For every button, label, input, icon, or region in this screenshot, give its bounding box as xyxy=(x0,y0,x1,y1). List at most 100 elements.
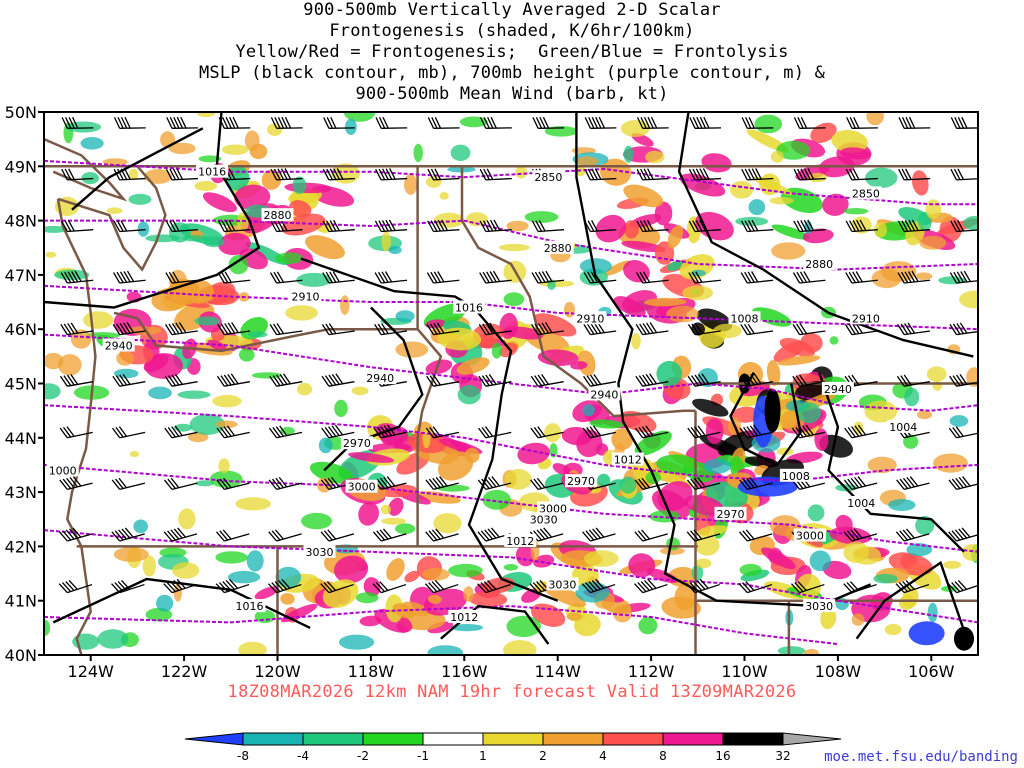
height-label-bg xyxy=(849,186,882,200)
lon-label: 116W xyxy=(441,662,488,681)
pressure-label-bg xyxy=(233,599,266,613)
wind-barb xyxy=(581,578,616,594)
shading-cell xyxy=(296,382,313,396)
shading-cell xyxy=(701,153,732,173)
height-contour xyxy=(44,605,839,646)
colorbar-swatch xyxy=(602,732,664,746)
shading-cell xyxy=(754,114,783,134)
shading-cell xyxy=(631,333,641,350)
wind-barb xyxy=(479,270,512,284)
shading-cell xyxy=(604,260,631,276)
shading-cell xyxy=(44,383,61,400)
height-contour xyxy=(44,159,978,206)
pressure-label: 1004 xyxy=(847,497,875,510)
shading-cell xyxy=(238,641,267,655)
shading-cell xyxy=(44,225,68,233)
colorbar-label: -4 xyxy=(297,749,309,763)
shading-cell xyxy=(899,594,916,610)
wind-barb xyxy=(582,527,616,542)
shading-cell xyxy=(917,410,932,420)
shading-cell xyxy=(333,555,369,584)
shading-cell xyxy=(244,130,260,152)
shading-cell xyxy=(457,385,481,405)
wind-barb xyxy=(531,220,565,233)
wind-barb xyxy=(792,323,826,336)
wind-barb xyxy=(634,529,668,542)
shading-cell xyxy=(829,526,872,545)
wind-barb xyxy=(791,424,826,439)
wind-barb xyxy=(582,425,616,439)
colorbar-swatch xyxy=(722,732,784,746)
lat-label: 46N xyxy=(5,320,37,339)
wind-barb xyxy=(897,322,931,336)
wind-barb xyxy=(217,322,251,336)
height-label: 2910 xyxy=(576,312,604,325)
wind-barb xyxy=(372,528,407,542)
wind-barb xyxy=(424,580,459,594)
shading-cell xyxy=(666,537,680,551)
lat-label: 50N xyxy=(5,103,37,122)
colorbar-label: 32 xyxy=(775,749,790,763)
credit-link[interactable]: moe.met.fsu.edu/banding xyxy=(824,749,1018,765)
figure-title: 900-500mb Vertically Averaged 2-D Scalar… xyxy=(0,0,1024,105)
shading-cell xyxy=(309,461,354,484)
wind-barb xyxy=(163,477,198,491)
pressure-contour xyxy=(300,257,559,602)
wind-barb xyxy=(687,323,721,336)
pressure-contour xyxy=(677,112,974,358)
shading-cell xyxy=(144,353,183,379)
shading-cell xyxy=(234,184,271,210)
wind-barb xyxy=(634,578,668,594)
height-label-bg xyxy=(793,528,826,542)
wind-barb xyxy=(740,323,774,336)
pressure-contour xyxy=(855,560,970,645)
height-label: 2850 xyxy=(852,187,880,200)
wind-barb xyxy=(948,476,978,491)
lat-label: 41N xyxy=(5,592,37,611)
shading-cell xyxy=(173,584,182,602)
wind-barb xyxy=(113,220,146,233)
pressure-label: 1012 xyxy=(506,535,534,548)
shading-cell xyxy=(395,341,429,358)
wind-barb xyxy=(897,219,931,233)
wind-barb xyxy=(164,374,198,387)
shading-cell xyxy=(679,173,726,197)
shading-cell xyxy=(386,558,405,581)
wind-barb xyxy=(635,373,669,387)
height-contour xyxy=(44,463,978,553)
wind-barb xyxy=(583,271,617,284)
wind-barb xyxy=(477,527,511,542)
shading-cell xyxy=(425,359,453,375)
wind-barb xyxy=(165,168,198,181)
height-label: 2940 xyxy=(105,340,133,353)
shading-cell xyxy=(339,634,375,650)
shading-cell xyxy=(515,166,527,179)
wind-barb xyxy=(111,580,145,594)
shading-cell xyxy=(623,220,639,239)
wind-barb xyxy=(163,527,198,542)
pressure-label: 1004 xyxy=(889,421,917,434)
colorbar-label: 8 xyxy=(659,749,667,763)
wind-barb xyxy=(950,116,978,129)
shading-cell xyxy=(456,357,490,375)
shading-cell xyxy=(254,586,279,600)
shading-cell xyxy=(777,646,806,655)
shading-cell xyxy=(45,251,57,258)
shading-cell xyxy=(822,193,849,216)
wind-barb xyxy=(60,322,94,336)
shading-cell xyxy=(766,360,781,386)
shading-cell xyxy=(629,214,662,228)
shading-cell xyxy=(620,120,650,137)
shading-cell xyxy=(198,155,222,163)
shading-cell xyxy=(908,621,945,646)
shading-cell xyxy=(503,640,537,655)
height-label-bg xyxy=(849,311,882,325)
shading-cell xyxy=(218,458,230,474)
wind-barb xyxy=(111,477,146,491)
shading-cell xyxy=(953,626,974,651)
shading-cell xyxy=(459,116,488,128)
shading-cell xyxy=(904,387,920,407)
height-contour xyxy=(44,284,978,331)
shading-cell xyxy=(292,176,307,195)
